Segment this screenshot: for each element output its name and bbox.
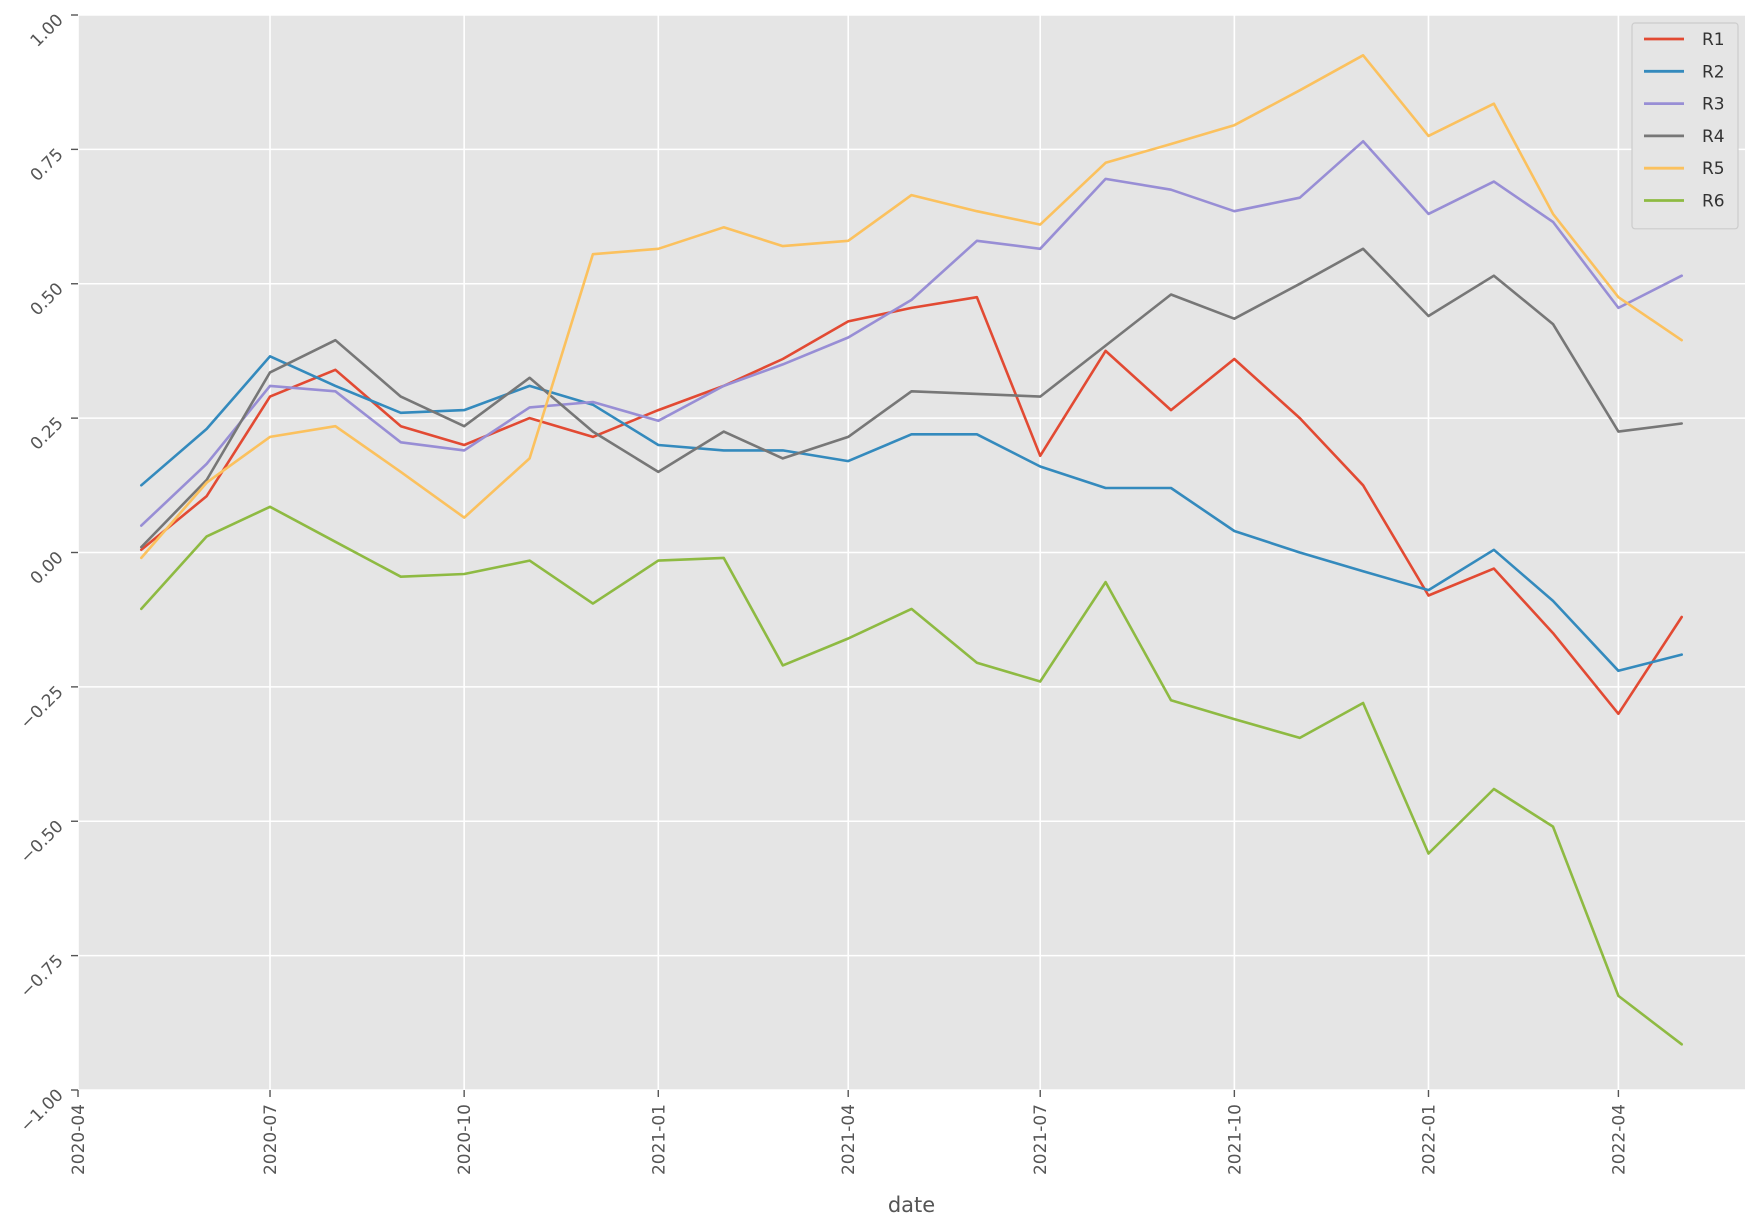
x-tick-label: 2021-10: [1225, 1104, 1245, 1175]
legend-label: R1: [1702, 30, 1725, 50]
y-axis-ticks: 1.00 0.75 0.50 0.25 0.00 −0.25 −0.50 −0.75 −1.00: [17, 10, 78, 1136]
series-line-r6: [140, 505, 1683, 1046]
series-line-r5: [140, 53, 1683, 560]
x-tick-label: 2020-10: [455, 1104, 475, 1175]
y-tick-label: 0.75: [27, 145, 68, 186]
series-line-r3: [140, 140, 1683, 527]
legend-label: R4: [1702, 127, 1725, 147]
x-tick-label: 2021-07: [1031, 1104, 1051, 1175]
legend-label: R3: [1702, 95, 1725, 115]
legend-label: R2: [1702, 62, 1725, 82]
x-tick-label: 2020-07: [261, 1104, 281, 1175]
y-tick-label: 1.00: [27, 10, 68, 51]
x-tick-label: 2021-04: [839, 1104, 859, 1175]
legend-label: R6: [1702, 192, 1725, 212]
x-tick-label: 2020-04: [69, 1104, 89, 1175]
x-axis-ticks: 2020-04 2020-07 2020-10 2021-01 2021-04 2021-…: [69, 1090, 1629, 1175]
x-tick-label: 2021-01: [649, 1104, 669, 1175]
x-tick-label: 2022-04: [1609, 1104, 1629, 1175]
x-axis-title: date: [888, 1193, 935, 1217]
series-line-r1: [140, 295, 1683, 716]
series-line-r2: [140, 354, 1683, 673]
y-tick-label: −0.75: [17, 951, 68, 1002]
series-lines: [140, 53, 1683, 1046]
legend-label: R5: [1702, 159, 1725, 179]
y-tick-label: 0.00: [27, 548, 68, 589]
x-tick-label: 2022-01: [1419, 1104, 1439, 1175]
legend-box: [1631, 22, 1739, 230]
y-tick-label: 0.25: [27, 414, 68, 455]
y-tick-label: −1.00: [17, 1085, 68, 1136]
legend: R1 R2 R3 R4 R5 R6: [1631, 22, 1739, 230]
y-tick-label: −0.50: [17, 817, 68, 868]
series-line-r4: [140, 247, 1683, 549]
y-tick-label: 0.50: [27, 279, 68, 320]
y-tick-label: −0.25: [17, 682, 68, 733]
